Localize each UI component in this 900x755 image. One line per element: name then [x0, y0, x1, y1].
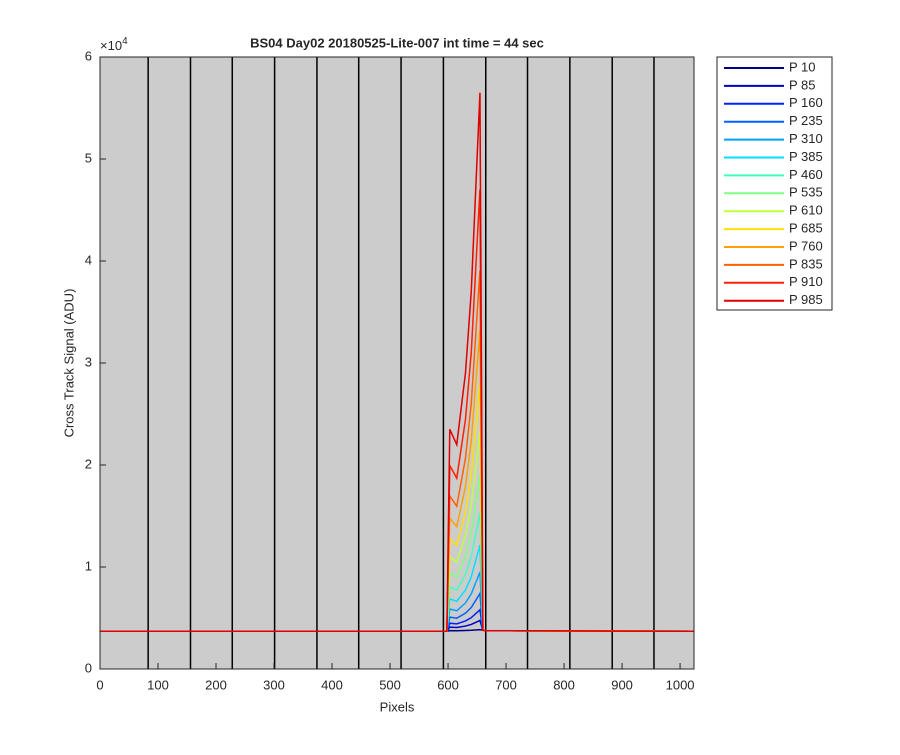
legend-label: P 910: [789, 274, 823, 289]
chart-title: BS04 Day02 20180525-Lite-007 int time = …: [250, 35, 544, 50]
legend-label: P 235: [789, 113, 823, 128]
x-tick-label: 200: [205, 677, 227, 692]
y-tick-label: 4: [85, 252, 92, 267]
legend-label: P 385: [789, 149, 823, 164]
y-multiplier-exponent: 4: [122, 36, 128, 47]
legend-label: P 160: [789, 95, 823, 110]
legend-label: P 835: [789, 256, 823, 271]
y-tick-label: 6: [85, 48, 92, 63]
y-tick-label: 0: [85, 660, 92, 675]
y-tick-label: 5: [85, 150, 92, 165]
y-tick-label: 1: [85, 558, 92, 573]
y-axis-label: Cross Track Signal (ADU): [61, 289, 76, 438]
legend-label: P 985: [789, 292, 823, 307]
legend-label: P 760: [789, 238, 823, 253]
x-tick-label: 100: [147, 677, 169, 692]
legend-label: P 685: [789, 221, 823, 236]
series-line: [100, 92, 695, 633]
legend-label: P 460: [789, 167, 823, 182]
legend-label: P 85: [789, 77, 816, 92]
legend-box: [716, 56, 833, 311]
x-axis-label: Pixels: [380, 699, 415, 714]
y-multiplier: ×104: [100, 36, 128, 54]
y-multiplier-base: ×10: [100, 38, 122, 53]
x-tick-label: 800: [553, 677, 575, 692]
legend-label: P 310: [789, 131, 823, 146]
x-tick-label: 500: [379, 677, 401, 692]
legend-label: P 610: [789, 203, 823, 218]
x-tick-label: 300: [263, 677, 285, 692]
x-tick-label: 0: [96, 677, 103, 692]
x-tick-label: 600: [437, 677, 459, 692]
legend-label: P 10: [789, 59, 816, 74]
legend-label: P 535: [789, 185, 823, 200]
plot-area: [100, 57, 694, 669]
marks: [100, 57, 695, 669]
x-tick-label: 1000: [666, 677, 695, 692]
y-tick-label: 2: [85, 456, 92, 471]
x-tick-label: 700: [495, 677, 517, 692]
y-tick-label: 3: [85, 354, 92, 369]
x-tick-label: 900: [611, 677, 633, 692]
x-tick-label: 400: [321, 677, 343, 692]
